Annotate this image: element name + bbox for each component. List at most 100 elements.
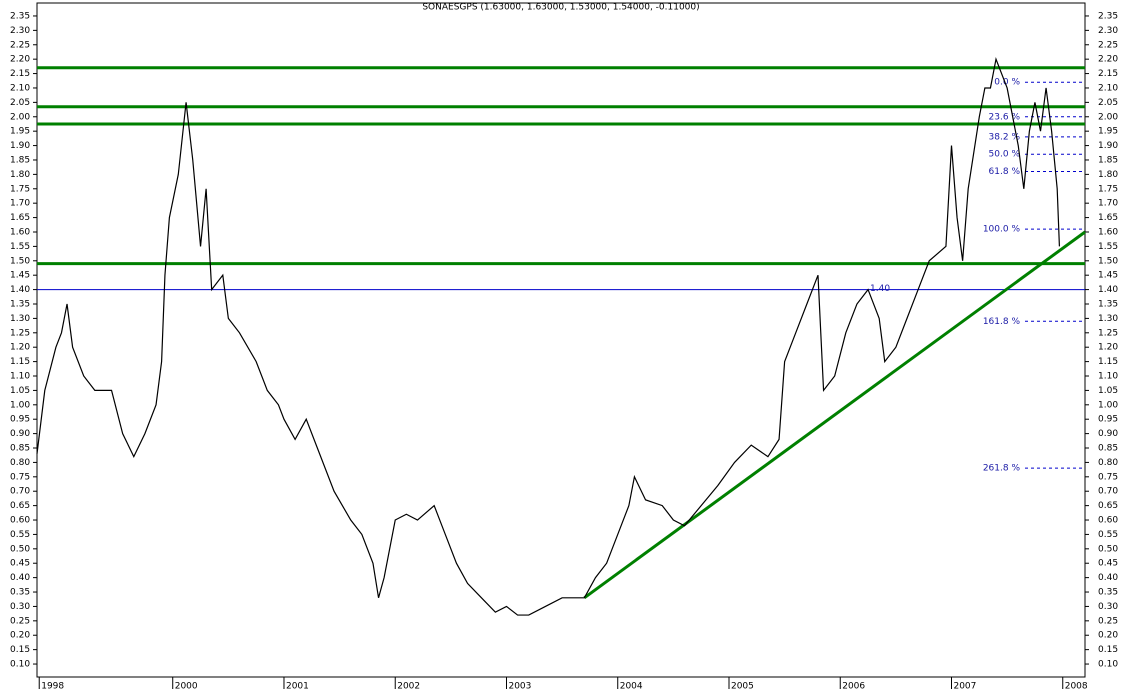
y-tick-label: 1.20 — [1098, 343, 1118, 353]
y-tick-label: 1.50 — [10, 256, 30, 266]
x-tick-label: 2006 — [842, 682, 865, 691]
y-tick-label: 1.65 — [10, 213, 30, 223]
fib-label: 61.8 % — [989, 167, 1021, 177]
y-tick-label: 1.25 — [10, 328, 30, 338]
x-tick-label: 2000 — [175, 682, 198, 691]
y-tick-label: 1.25 — [1098, 328, 1118, 338]
y-tick-label: 1.50 — [1098, 256, 1118, 266]
y-tick-label: 2.05 — [1098, 98, 1118, 108]
y-tick-label: 1.60 — [1098, 227, 1118, 237]
y-tick-label: 2.10 — [10, 83, 30, 93]
y-tick-label: 0.75 — [1098, 472, 1118, 482]
y-tick-label: 2.30 — [10, 26, 30, 36]
y-tick-label: 1.70 — [10, 199, 30, 209]
y-tick-label: 0.20 — [1098, 631, 1118, 641]
y-tick-label: 0.95 — [1098, 415, 1118, 425]
y-tick-label: 1.35 — [10, 299, 30, 309]
y-tick-label: 0.60 — [1098, 516, 1118, 526]
y-tick-label: 0.65 — [10, 501, 30, 511]
y-tick-label: 0.35 — [1098, 588, 1118, 598]
y-tick-label: 1.90 — [1098, 141, 1118, 151]
y-tick-label: 1.05 — [1098, 386, 1118, 396]
y-tick-label: 2.10 — [1098, 83, 1118, 93]
y-tick-label: 0.50 — [10, 544, 30, 554]
y-tick-label: 0.70 — [1098, 487, 1118, 497]
y-tick-label: 0.75 — [10, 472, 30, 482]
price-line — [36, 57, 1061, 616]
y-tick-label: 1.05 — [10, 386, 30, 396]
y-tick-label: 1.90 — [10, 141, 30, 151]
fib-label: 261.8 % — [983, 464, 1021, 474]
y-tick-label: 0.55 — [10, 530, 30, 540]
y-tick-label: 0.70 — [10, 487, 30, 497]
y-tick-label: 0.80 — [1098, 458, 1118, 468]
y-tick-label: 0.85 — [1098, 444, 1118, 454]
y-tick-label: 0.45 — [1098, 559, 1118, 569]
y-tick-label: 0.80 — [10, 458, 30, 468]
y-tick-label: 0.25 — [1098, 616, 1118, 626]
y-tick-label: 1.95 — [1098, 127, 1118, 137]
y-tick-label: 0.10 — [10, 660, 30, 670]
y-tick-label: 0.95 — [10, 415, 30, 425]
y-tick-label: 1.80 — [1098, 170, 1118, 180]
y-tick-label: 1.20 — [10, 343, 30, 353]
x-tick-label: 1998 — [41, 682, 64, 691]
y-tick-label: 1.30 — [1098, 314, 1118, 324]
y-tick-label: 0.50 — [1098, 544, 1118, 554]
y-tick-label: 0.25 — [10, 616, 30, 626]
y-tick-label: 1.00 — [10, 400, 30, 410]
fib-label: 38.2 % — [989, 132, 1021, 142]
y-tick-label: 2.20 — [10, 55, 30, 65]
y-tick-label: 1.40 — [1098, 285, 1118, 295]
y-tick-label: 0.55 — [1098, 530, 1118, 540]
fib-label: 23.6 % — [989, 112, 1021, 122]
y-tick-label: 1.60 — [10, 227, 30, 237]
y-tick-label: 1.75 — [10, 184, 30, 194]
y-tick-label: 1.15 — [1098, 357, 1118, 367]
y-tick-label: 1.30 — [10, 314, 30, 324]
y-tick-label: 0.45 — [10, 559, 30, 569]
x-tick-label: 2003 — [508, 682, 531, 691]
y-tick-label: 1.85 — [10, 155, 30, 165]
y-tick-label: 1.10 — [10, 372, 30, 382]
y-tick-label: 0.30 — [1098, 602, 1118, 612]
y-tick-label: 2.35 — [1098, 11, 1118, 21]
y-tick-label: 0.40 — [10, 573, 30, 583]
y-tick-label: 1.45 — [10, 271, 30, 281]
fib-label: 0.0 % — [994, 78, 1020, 88]
y-tick-label: 2.05 — [10, 98, 30, 108]
y-tick-label: 0.90 — [10, 429, 30, 439]
y-tick-label: 1.70 — [1098, 199, 1118, 209]
y-tick-label: 1.65 — [1098, 213, 1118, 223]
y-tick-label: 0.40 — [1098, 573, 1118, 583]
fib-label: 161.8 % — [983, 317, 1021, 327]
y-tick-label: 2.35 — [10, 11, 30, 21]
plot-frame — [36, 2, 1086, 678]
y-tick-label: 2.00 — [1098, 112, 1118, 122]
y-tick-label: 2.20 — [1098, 55, 1118, 65]
y-tick-label: 1.35 — [1098, 299, 1118, 309]
x-tick-label: 2002 — [397, 682, 420, 691]
y-tick-label: 0.20 — [10, 631, 30, 641]
y-tick-label: 0.30 — [10, 602, 30, 612]
y-tick-label: 1.85 — [1098, 155, 1118, 165]
fib-label: 50.0 % — [989, 150, 1021, 160]
y-tick-label: 1.15 — [10, 357, 30, 367]
x-tick-label: 2005 — [731, 682, 754, 691]
y-tick-label: 0.15 — [1098, 645, 1118, 655]
fib-label: 100.0 % — [983, 225, 1021, 235]
y-tick-label: 0.65 — [1098, 501, 1118, 511]
y-tick-label: 0.60 — [10, 516, 30, 526]
y-tick-label: 1.55 — [10, 242, 30, 252]
y-tick-label: 0.35 — [10, 588, 30, 598]
y-tick-label: 2.30 — [1098, 26, 1118, 36]
y-tick-label: 0.15 — [10, 645, 30, 655]
x-tick-label: 2008 — [1065, 682, 1088, 691]
y-tick-label: 2.25 — [1098, 40, 1118, 50]
y-tick-label: 1.95 — [10, 127, 30, 137]
trend-line — [583, 230, 1086, 600]
y-tick-label: 0.10 — [1098, 660, 1118, 670]
y-tick-label: 1.00 — [1098, 400, 1118, 410]
y-tick-label: 2.15 — [10, 69, 30, 79]
